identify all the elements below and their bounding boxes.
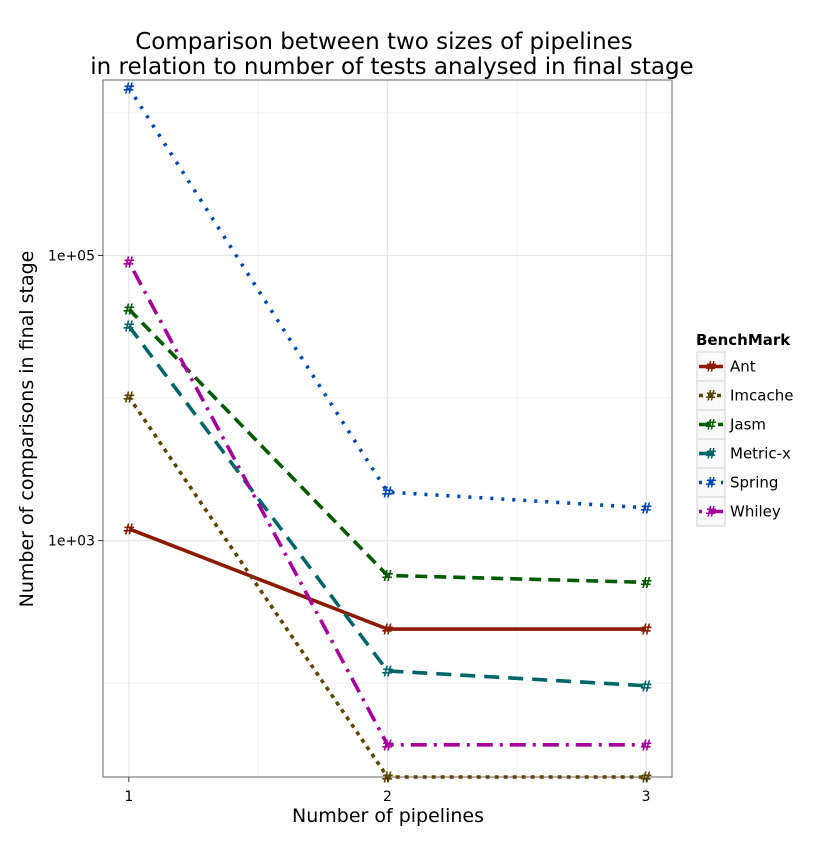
legend-title: BenchMark	[696, 331, 791, 349]
legend-label: Jasm	[729, 416, 766, 434]
y-axis-label: Number of comparisons in final stage	[16, 251, 38, 608]
chart-title-line1: Comparison between two sizes of pipeline…	[135, 29, 633, 55]
legend-key-marker: #	[705, 447, 717, 463]
series-line	[127, 261, 647, 747]
x-tick-label: 1	[124, 789, 133, 805]
y-tick-label: 1e+05	[48, 248, 95, 264]
legend-label: Spring	[730, 474, 778, 492]
data-point-marker: #	[640, 574, 653, 592]
data-point-marker: #	[640, 677, 653, 695]
chart-title-line2: in relation to number of tests analysed …	[90, 54, 693, 80]
legend-label: Whiley	[730, 503, 781, 521]
legend-key-marker: #	[705, 476, 717, 492]
data-point-marker: #	[640, 621, 653, 639]
data-point-marker: #	[381, 736, 394, 754]
legend-label: Metric-x	[730, 445, 791, 463]
series-spring: ###	[123, 79, 653, 517]
data-point-marker: #	[640, 499, 653, 517]
legend-key-marker: #	[705, 418, 717, 434]
series-ant: # # #	[123, 520, 653, 638]
grid	[103, 80, 672, 777]
series-metric-x: # # #	[123, 318, 653, 696]
axes: 1e+03 1e+05 1 2 3	[48, 248, 651, 805]
legend-key-marker: #	[705, 389, 717, 405]
legend-item-ant: # Ant	[696, 351, 756, 382]
legend-item-imcache: # Imcache	[696, 380, 793, 411]
legend: BenchMark # Ant # Imcache # Jasm # Metric-x # Spr…	[696, 331, 793, 527]
data-point-marker: #	[123, 79, 136, 97]
series-layer: ## ### ### ######### #	[123, 79, 653, 786]
data-point-marker: #	[381, 567, 394, 585]
y-tick-label: 1e+03	[48, 534, 95, 550]
legend-label: Imcache	[730, 387, 793, 405]
series-line	[127, 307, 647, 585]
data-point-marker: #	[123, 520, 136, 538]
legend-item-metric-x: # Metric-x	[696, 438, 791, 469]
series-line	[127, 324, 647, 688]
data-point-marker: #	[381, 621, 394, 639]
legend-key-marker: #	[705, 505, 717, 521]
data-point-marker: #	[123, 318, 136, 336]
legend-item-whiley: # Whiley	[696, 496, 781, 527]
data-point-marker: #	[123, 301, 136, 319]
data-point-marker: #	[123, 388, 136, 406]
data-point-marker: #	[640, 736, 653, 754]
series-line	[128, 527, 647, 631]
legend-item-jasm: # Jasm	[696, 409, 766, 440]
x-tick-label: 3	[642, 789, 651, 805]
legend-key-marker: #	[705, 360, 717, 376]
x-axis-label: Number of pipelines	[292, 805, 484, 827]
series-jasm: ## #	[123, 301, 653, 592]
data-point-marker: #	[123, 253, 136, 271]
series-whiley: ## #	[123, 253, 653, 754]
legend-item-spring: # Spring	[696, 467, 778, 498]
data-point-marker: #	[381, 662, 394, 680]
x-tick-label: 2	[383, 789, 392, 805]
data-point-marker: #	[381, 484, 394, 502]
legend-label: Ant	[730, 358, 756, 376]
